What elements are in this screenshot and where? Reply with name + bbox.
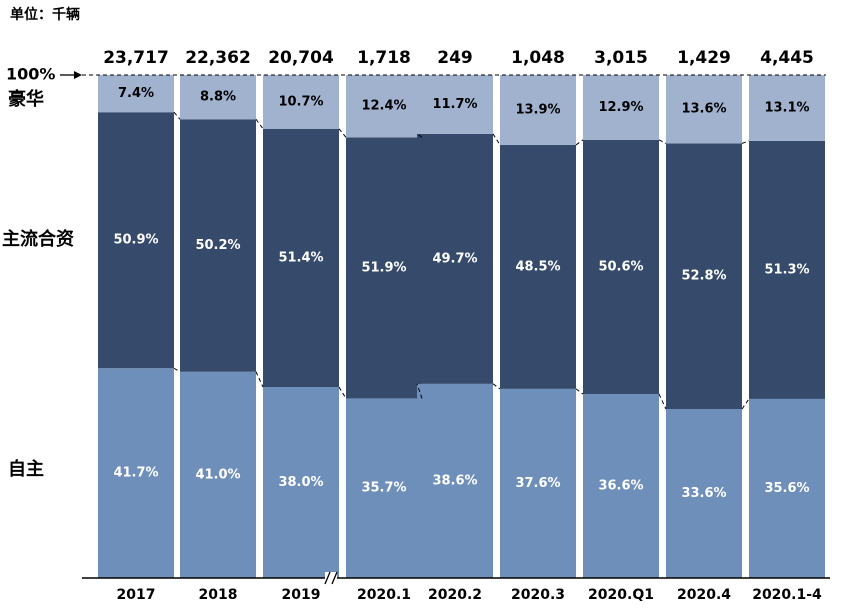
data-label: 8.8% (200, 90, 236, 105)
bar-segment-豪华 (749, 75, 825, 141)
bar-segment-主流合资 (500, 144, 576, 389)
bar-segment-主流合资 (583, 139, 659, 395)
connector-line (575, 139, 584, 146)
connector-line (416, 133, 423, 138)
bar-segment-主流合资 (263, 128, 339, 388)
data-label: 35.6% (764, 481, 809, 496)
connector-line (255, 118, 264, 130)
data-label: 13.9% (515, 102, 560, 117)
connector-line (658, 139, 667, 144)
series-label-jv: 主流合资 (2, 228, 74, 250)
data-label: 33.6% (681, 486, 726, 501)
connector-line (492, 133, 501, 146)
bar-segment-豪华 (500, 75, 576, 145)
bar-segment-豪华 (666, 75, 742, 144)
data-label: 41.7% (113, 466, 158, 481)
x-tick-label: 2020.1 (357, 587, 411, 603)
total-label: 1,048 (511, 48, 565, 68)
data-label: 52.8% (681, 269, 726, 284)
data-label: 51.4% (278, 250, 323, 265)
bar-segment-自主 (417, 383, 493, 578)
data-label: 12.4% (361, 99, 406, 114)
axis-break-mark (324, 571, 331, 585)
data-label: 7.4% (118, 86, 154, 101)
data-label: 51.9% (361, 260, 406, 275)
data-label: 51.3% (764, 262, 809, 277)
total-label: 3,015 (594, 48, 648, 68)
bar-segment-豪华 (346, 75, 422, 138)
bar-segment-主流合资 (180, 119, 256, 372)
connector-line (741, 140, 750, 144)
bar-segment-豪华 (417, 75, 493, 134)
connector-line (658, 393, 667, 410)
data-label: 48.5% (515, 259, 560, 274)
total-label: 20,704 (268, 48, 334, 68)
bar-segment-自主 (583, 394, 659, 578)
data-label: 13.6% (681, 102, 726, 117)
x-tick-label: 2020.2 (428, 587, 482, 603)
bar-segment-自主 (500, 388, 576, 578)
reference-arrow-head (74, 71, 82, 79)
x-tick-label: 2020.Q1 (588, 587, 654, 603)
total-label: 249 (437, 48, 473, 68)
x-tick-label: 2018 (199, 587, 238, 603)
data-label: 50.2% (195, 238, 240, 253)
series-label-domestic: 自主 (8, 458, 44, 480)
bar-segment-豪华 (263, 75, 339, 129)
bar-segment-豪华 (98, 75, 174, 113)
total-label: 23,717 (103, 48, 169, 68)
connector-line (338, 386, 347, 399)
connector-line (255, 371, 264, 388)
axis-break-mark (331, 571, 338, 585)
data-label: 38.0% (278, 475, 323, 490)
connector-line (575, 388, 584, 395)
connector-line (492, 383, 501, 390)
connector-line (416, 383, 423, 399)
data-label: 50.6% (598, 259, 643, 274)
x-tick-label: 2017 (117, 587, 156, 603)
series-label-luxury: 豪华 (8, 88, 44, 110)
x-tick-label: 2020.1-4 (752, 587, 822, 603)
data-label: 35.7% (361, 481, 406, 496)
bar-segment-豪华 (180, 75, 256, 120)
connector-line (173, 111, 181, 120)
bar-segment-主流合资 (346, 137, 422, 399)
data-label: 13.1% (764, 100, 809, 115)
bar-segment-主流合资 (666, 143, 742, 409)
total-label: 4,445 (760, 48, 814, 68)
bar-segment-主流合资 (98, 112, 174, 369)
bar-segment-自主 (666, 408, 742, 578)
data-label: 50.9% (113, 233, 158, 248)
x-tick-label: 2019 (282, 587, 321, 603)
data-label: 10.7% (278, 94, 323, 109)
bar-segment-自主 (346, 398, 422, 578)
reference-label-100: 100% (6, 65, 55, 84)
data-label: 41.0% (195, 467, 240, 482)
connector-line (338, 128, 347, 138)
data-label: 36.6% (598, 479, 643, 494)
bar-segment-自主 (180, 371, 256, 578)
total-label: 22,362 (185, 48, 251, 68)
x-tick-label: 2020.4 (677, 587, 731, 603)
total-label: 1,718 (357, 48, 411, 68)
bar-segment-主流合资 (417, 133, 493, 384)
connector-line (173, 367, 181, 373)
total-label: 1,429 (677, 48, 731, 68)
bar-segment-主流合资 (749, 140, 825, 399)
bar-segment-自主 (98, 368, 174, 578)
bar-segment-豪华 (583, 75, 659, 140)
connector-line (741, 398, 750, 410)
axis-break-gap (325, 572, 337, 584)
x-tick-label: 2020.3 (511, 587, 565, 603)
data-label: 49.7% (432, 251, 477, 266)
data-label: 11.7% (432, 97, 477, 112)
data-label: 12.9% (598, 100, 643, 115)
data-label: 37.6% (515, 476, 560, 491)
bar-segment-自主 (749, 398, 825, 578)
bar-segment-自主 (263, 387, 339, 578)
unit-label: 单位：千辆 (10, 7, 80, 23)
data-label: 38.6% (432, 473, 477, 488)
